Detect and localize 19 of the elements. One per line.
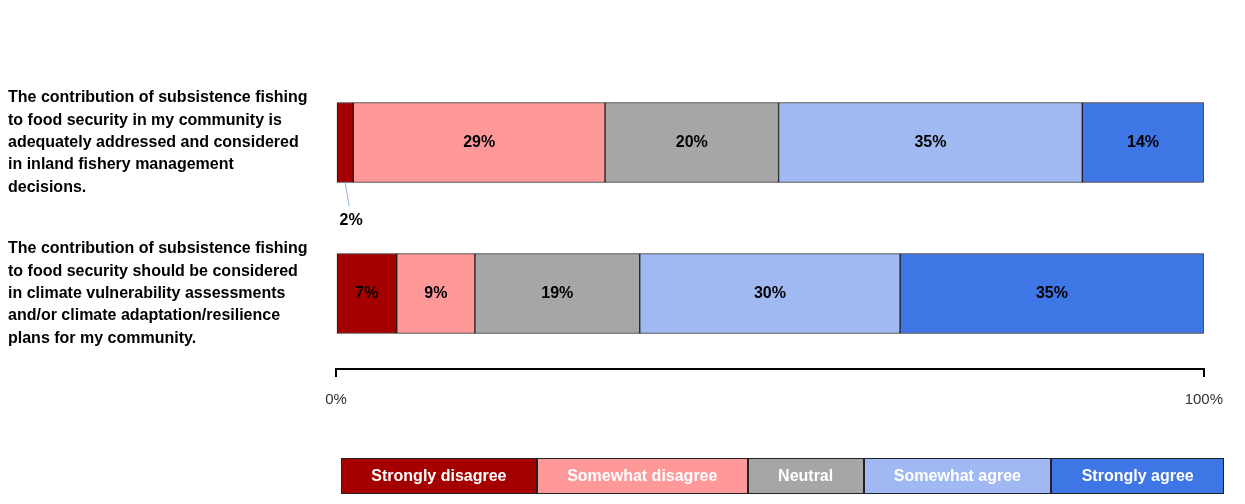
data-label: 30% — [753, 283, 786, 301]
y-tick-label: The contribution of subsistence fishing to food security should be considered in climate vulnerability assessments and/or climate adaptation/resilience plans for my community. — [8, 239, 308, 346]
text: Neutral — [747, 458, 864, 494]
data-label: 9% — [424, 283, 448, 301]
text: Strongly agree — [1051, 458, 1225, 494]
data-label: 14% — [1127, 132, 1160, 150]
x-tick-label: 100% — [1184, 390, 1224, 408]
data-label: 20% — [675, 132, 708, 150]
data-label: 19% — [541, 283, 574, 301]
data-label: 35% — [1035, 283, 1068, 301]
data-label: 7% — [355, 283, 379, 301]
data-label: 35% — [914, 132, 947, 150]
data-label: 2% — [339, 210, 363, 228]
y-tick-label: The contribution of subsistence fishing to food security in my community is adequately addressed and considered in inland fishery management decisions. — [8, 88, 308, 195]
text: Strongly disagree — [341, 458, 537, 494]
x-tick-label: 0% — [325, 390, 347, 408]
data-label: 29% — [463, 132, 496, 150]
text: Somewhat agree — [863, 458, 1052, 494]
text: Somewhat disagree — [536, 458, 748, 494]
